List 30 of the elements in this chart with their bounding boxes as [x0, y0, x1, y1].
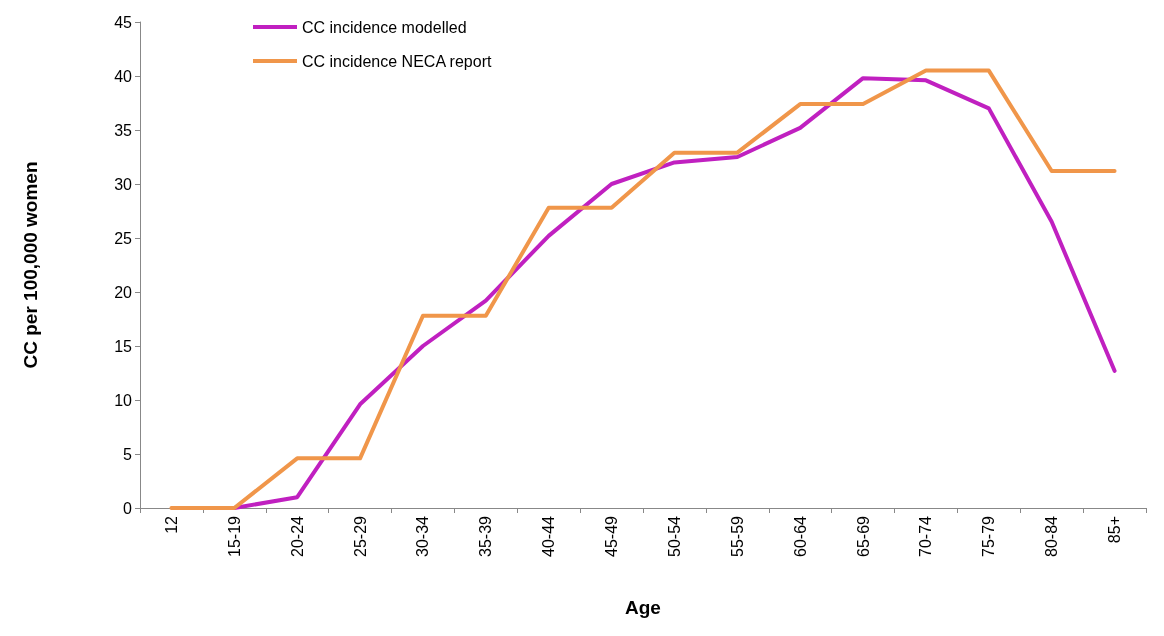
y-tick-label: 20 — [114, 283, 133, 301]
legend-label: CC incidence NECA report — [302, 52, 492, 70]
x-tick-label: 35-39 — [477, 515, 495, 557]
y-tick-label: 5 — [123, 445, 133, 463]
legend-label: CC incidence modelled — [302, 18, 467, 36]
x-axis-title: Age — [625, 597, 661, 618]
x-tick-label: 30-34 — [414, 515, 432, 557]
x-tick-label: 50-54 — [665, 515, 683, 557]
x-tick-label: 12 — [162, 515, 180, 534]
x-tick-label: 15-19 — [225, 515, 243, 557]
x-tick-label: 85+ — [1106, 516, 1124, 544]
y-axis-title: CC per 100,000 women — [20, 161, 41, 369]
x-tick-label: 80-84 — [1043, 515, 1061, 557]
x-tick-label: 45-49 — [603, 515, 621, 557]
y-tick-label: 30 — [114, 175, 133, 193]
y-tick-label: 35 — [114, 121, 133, 139]
x-tick-label: 25-29 — [351, 515, 369, 557]
x-tick-label: 20-24 — [288, 515, 306, 557]
x-tick-label: 60-64 — [791, 515, 809, 557]
y-tick-label: 0 — [123, 499, 133, 517]
y-tick-label: 15 — [114, 337, 133, 355]
x-tick-label: 75-79 — [980, 515, 998, 557]
x-tick-label: 70-74 — [917, 515, 935, 557]
y-tick-label: 40 — [114, 67, 133, 85]
y-tick-label: 10 — [114, 391, 133, 409]
x-tick-label: 65-69 — [854, 515, 872, 557]
x-tick-label: 55-59 — [728, 515, 746, 557]
y-tick-label: 45 — [114, 13, 133, 31]
x-tick-label: 40-44 — [540, 515, 558, 557]
y-tick-label: 25 — [114, 229, 133, 247]
